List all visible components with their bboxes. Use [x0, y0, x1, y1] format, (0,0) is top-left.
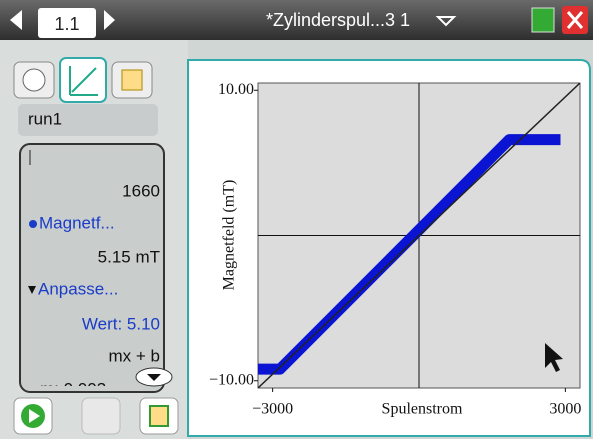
- table-icon: [121, 69, 143, 91]
- battery-icon: [531, 7, 555, 33]
- doc-title: *Zylinderspul...3 1: [266, 10, 410, 30]
- series-bullet: [29, 220, 37, 228]
- mouse-pointer: [545, 343, 563, 372]
- fit-line: [258, 83, 580, 388]
- collect-icon: [149, 405, 169, 427]
- close-x: [566, 11, 584, 29]
- tab[interactable]: [38, 8, 96, 38]
- detail: Magnetf...: [39, 213, 115, 232]
- plot-content: [258, 83, 580, 388]
- meter-icon: [22, 68, 46, 92]
- detail: 1660: [122, 181, 160, 200]
- data-line: [258, 134, 561, 375]
- run-name: run1: [28, 109, 62, 128]
- detail: m: 0.003: [40, 379, 106, 398]
- y-axis-label: Magnetfeld (mT): [221, 180, 238, 291]
- y-tick-label: 10.00: [218, 81, 254, 98]
- graph-icon: [69, 66, 98, 96]
- expand-icon: [28, 286, 36, 294]
- run-box[interactable]: [18, 104, 158, 136]
- x-tick-label: 3000: [549, 401, 581, 418]
- plot: [258, 83, 580, 388]
- toolbar: [0, 0, 593, 40]
- detail: 5.15 mT: [98, 247, 160, 266]
- store-button[interactable]: [81, 397, 121, 435]
- x-axis-label: Spulenstrom: [382, 401, 463, 418]
- details-box: [19, 143, 165, 393]
- play: [29, 409, 40, 423]
- next-arrow[interactable]: [104, 10, 115, 30]
- detail: Wert: 5.10: [82, 314, 160, 333]
- scroll-arrow: [147, 374, 161, 381]
- detail: Anpasse...: [38, 279, 118, 298]
- x-tick-label: −3000: [252, 401, 293, 418]
- y-tick-label: −10.00: [209, 371, 254, 388]
- detail: mx + b: [109, 346, 161, 365]
- title-menu[interactable]: [435, 16, 457, 27]
- tab-label: 1.1: [54, 14, 79, 34]
- prev-arrow[interactable]: [10, 10, 22, 30]
